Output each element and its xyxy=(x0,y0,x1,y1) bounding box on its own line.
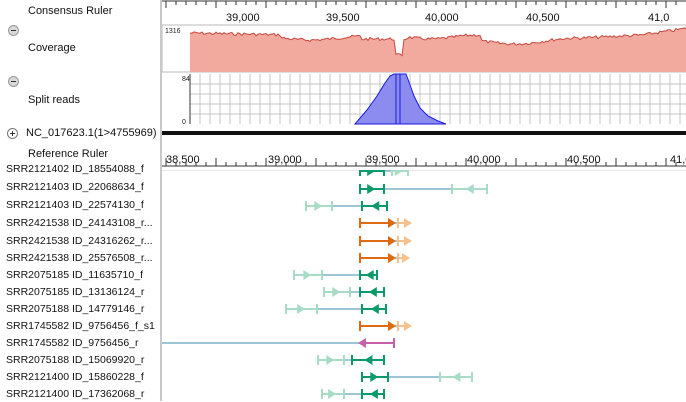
reverse-arrow-icon xyxy=(368,287,377,297)
forward-arrow-icon xyxy=(388,253,396,263)
read-name[interactable]: SRR2075188 ID_15069920_r xyxy=(6,354,145,366)
forward-arrow-icon xyxy=(367,170,376,176)
ref-ruler-tick: 38,500 xyxy=(166,154,200,166)
forward-arrow-icon xyxy=(332,287,341,297)
forward-arrow-icon xyxy=(388,236,396,246)
consensus-ruler: 39,000 39,500 40,000 40,500 41,0 xyxy=(162,0,686,24)
forward-arrow-icon xyxy=(326,355,335,365)
split-max-label: 84 xyxy=(182,76,190,83)
read-name[interactable]: SRR2121403 ID_22574130_f xyxy=(6,199,144,211)
read-name[interactable]: SRR2121403 ID_22068634_f xyxy=(6,181,144,193)
reverse-arrow-icon xyxy=(371,201,380,211)
coverage-track: 1316 xyxy=(162,24,686,73)
read-pair[interactable] xyxy=(361,372,473,382)
read-alignment-area xyxy=(162,170,686,399)
read-pair[interactable] xyxy=(317,355,385,365)
read-pair[interactable] xyxy=(321,389,385,399)
forward-arrow-icon xyxy=(297,304,306,314)
read-pair[interactable] xyxy=(359,218,412,228)
coverage-area xyxy=(190,27,686,72)
ref-ruler-tick: 41,0 xyxy=(670,154,686,166)
consensus-ruler-label: Consensus Ruler xyxy=(28,5,113,17)
top-ruler-tick: 41,0 xyxy=(648,12,669,24)
read-pair[interactable] xyxy=(162,338,395,348)
read-pair[interactable] xyxy=(359,236,412,246)
read-name[interactable]: SRR1745582 ID_9756456_f_s1 xyxy=(6,320,155,332)
read-name[interactable]: SRR2075185 ID_13136124_r xyxy=(6,286,145,298)
read-name[interactable]: SRR2075188 ID_14779146_r xyxy=(6,303,145,315)
reverse-arrow-icon xyxy=(452,372,461,382)
forward-arrow-icon xyxy=(367,184,376,194)
read-name[interactable]: SRR2075185 ID_11635710_f xyxy=(6,269,143,281)
forward-arrow-icon xyxy=(388,321,396,331)
forward-arrow-icon xyxy=(370,372,379,382)
coverage-label: Coverage xyxy=(28,42,76,54)
read-pair[interactable] xyxy=(359,321,412,331)
forward-arrow-icon xyxy=(303,270,312,280)
sequence-bar xyxy=(162,131,686,135)
coverage-line xyxy=(189,27,686,57)
forward-arrow-icon xyxy=(328,389,337,399)
read-pair[interactable] xyxy=(285,304,387,314)
ref-ruler-tick: 39,000 xyxy=(268,154,302,166)
split-reads-label: Split reads xyxy=(28,94,80,106)
coverage-collapse-icon[interactable] xyxy=(8,25,19,36)
split-min-label: 0 xyxy=(182,119,186,126)
reference-ruler: 38,500 39,000 39,500 40,000 40,500 41,0 xyxy=(162,154,686,167)
reference-ruler-label: Reference Ruler xyxy=(28,148,109,160)
ref-ruler-tick: 40,000 xyxy=(467,154,501,166)
reverse-arrow-icon xyxy=(370,304,379,314)
read-pair[interactable] xyxy=(305,201,388,211)
forward-arrow-icon xyxy=(402,253,410,263)
top-ruler-tick: 39,500 xyxy=(326,12,360,24)
forward-arrow-icon xyxy=(404,218,412,228)
top-ruler-tick: 39,000 xyxy=(226,12,260,24)
top-ruler-tick: 40,000 xyxy=(425,12,459,24)
panel-separator[interactable] xyxy=(160,0,162,401)
coverage-max-label: 1316 xyxy=(165,28,181,35)
forward-arrow-icon xyxy=(394,170,403,176)
read-pair[interactable] xyxy=(359,184,488,194)
read-name[interactable]: SRR2421538 ID_25576508_r... xyxy=(6,252,153,264)
reverse-arrow-icon xyxy=(358,338,366,348)
forward-arrow-icon xyxy=(404,321,412,331)
reverse-arrow-icon xyxy=(365,270,374,280)
read-pair[interactable] xyxy=(359,170,409,176)
top-ruler-tick: 40,500 xyxy=(526,12,560,24)
read-pair[interactable] xyxy=(359,253,410,263)
sequence-expand-icon[interactable] xyxy=(7,128,18,139)
read-name[interactable]: SRR1745582 ID_9756456_r xyxy=(6,337,139,349)
read-name[interactable]: SRR2421538 ID_24143108_r... xyxy=(6,217,153,229)
reverse-arrow-icon xyxy=(369,389,378,399)
read-name[interactable]: SRR2121400 ID_15860228_f xyxy=(6,371,144,383)
forward-arrow-icon xyxy=(388,218,396,228)
read-name[interactable]: SRR2421538 ID_24316262_r... xyxy=(6,235,153,247)
reverse-arrow-icon xyxy=(465,184,474,194)
split-reads-collapse-icon[interactable] xyxy=(8,76,19,87)
sequence-label: NC_017623.1(1>4755969) xyxy=(26,127,157,139)
ref-ruler-tick: 39,500 xyxy=(366,154,400,166)
reverse-arrow-icon xyxy=(364,355,373,365)
read-pair[interactable] xyxy=(293,270,378,280)
ref-ruler-tick: 40,500 xyxy=(567,154,601,166)
track-area: 39,000 39,500 40,000 40,500 41,0 1316 84… xyxy=(162,0,686,167)
track-label-panel: Consensus Ruler Coverage Split reads NC_… xyxy=(0,0,160,170)
split-reads-track: 84 0 xyxy=(182,73,686,126)
read-pair[interactable] xyxy=(323,287,385,297)
read-name[interactable]: SRR2121400 ID_17362068_r xyxy=(6,388,145,400)
forward-arrow-icon xyxy=(404,236,412,246)
read-name[interactable]: SRR2121402 ID_18554088_f xyxy=(6,163,144,175)
forward-arrow-icon xyxy=(314,201,323,211)
